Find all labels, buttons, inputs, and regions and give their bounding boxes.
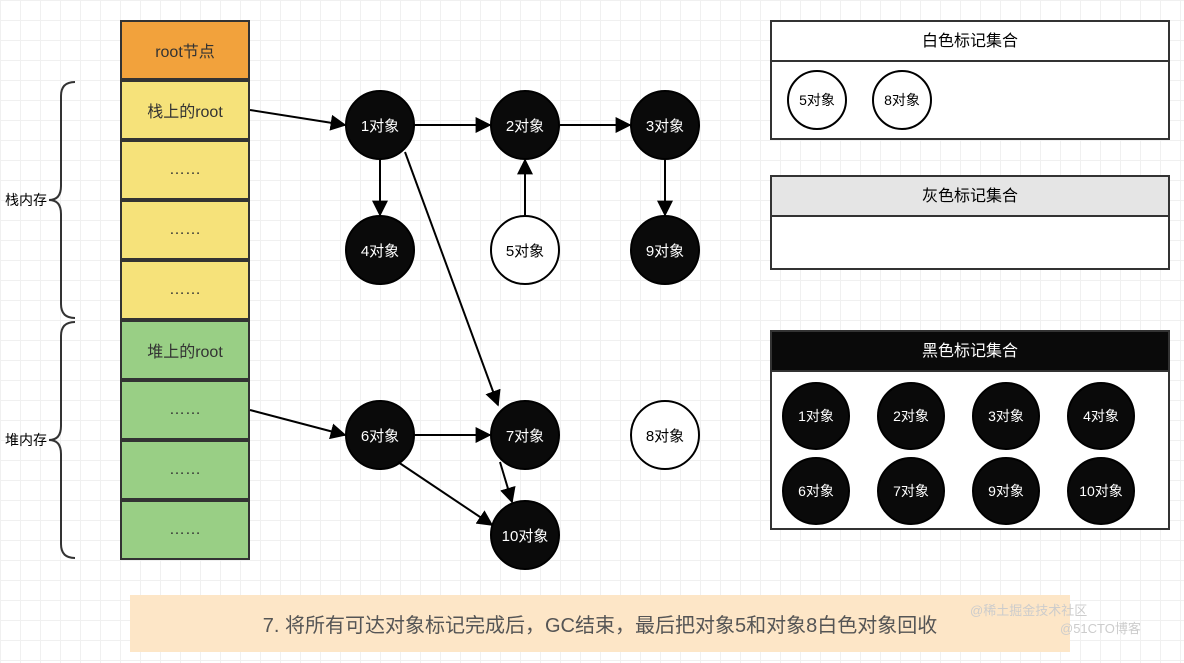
- node-n6: 6对象: [345, 400, 415, 470]
- edge-n1to7: [405, 152, 498, 405]
- brace-栈内存: 栈内存: [5, 80, 77, 320]
- node-n2: 2对象: [490, 90, 560, 160]
- memory-cell-stack4: ……: [120, 260, 250, 320]
- memory-cell-heap1: 堆上的root: [120, 320, 250, 380]
- node-n3: 3对象: [630, 90, 700, 160]
- set-grey: 灰色标记集合: [770, 175, 1170, 270]
- set-body: [772, 217, 1168, 272]
- brace-堆内存: 堆内存: [5, 320, 77, 560]
- memory-cell-stack1: 栈上的root: [120, 80, 250, 140]
- set-header: 黑色标记集合: [772, 332, 1168, 372]
- edge-heap2_right: [250, 410, 345, 435]
- memory-cell-stack2: ……: [120, 140, 250, 200]
- set-black: 黑色标记集合 1对象 2对象 3对象 4对象 6对象 7对象 9对象 10对象: [770, 330, 1170, 530]
- node-n10: 10对象: [490, 500, 560, 570]
- watermark: @51CTO博客: [1060, 618, 1141, 637]
- set-item: 6对象: [782, 457, 850, 525]
- memory-cell-stack3: ……: [120, 200, 250, 260]
- set-white: 白色标记集合 5对象 8对象: [770, 20, 1170, 140]
- set-item: 9对象: [972, 457, 1040, 525]
- node-n9: 9对象: [630, 215, 700, 285]
- set-item: 4对象: [1067, 382, 1135, 450]
- watermark: @稀土掘金技术社区: [970, 600, 1087, 619]
- node-n7: 7对象: [490, 400, 560, 470]
- set-item: 10对象: [1067, 457, 1135, 525]
- set-header: 白色标记集合: [772, 22, 1168, 62]
- set-body: 5对象 8对象: [772, 62, 1168, 142]
- node-n4: 4对象: [345, 215, 415, 285]
- set-body: 1对象 2对象 3对象 4对象 6对象 7对象 9对象 10对象: [772, 372, 1168, 532]
- set-item: 2对象: [877, 382, 945, 450]
- node-n5: 5对象: [490, 215, 560, 285]
- set-header: 灰色标记集合: [772, 177, 1168, 217]
- node-n1: 1对象: [345, 90, 415, 160]
- edge-stack1_right: [250, 110, 345, 125]
- set-item: 7对象: [877, 457, 945, 525]
- node-n8: 8对象: [630, 400, 700, 470]
- caption-bar: 7. 将所有可达对象标记完成后，GC结束，最后把对象5和对象8白色对象回收: [130, 595, 1070, 652]
- memory-cell-heap4: ……: [120, 500, 250, 560]
- set-item: 3对象: [972, 382, 1040, 450]
- set-item: 1对象: [782, 382, 850, 450]
- memory-cell-root: root节点: [120, 20, 250, 80]
- memory-cell-heap3: ……: [120, 440, 250, 500]
- set-item: 5对象: [787, 70, 847, 130]
- brace-label: 堆内存: [5, 430, 47, 450]
- brace-label: 栈内存: [5, 190, 47, 210]
- memory-cell-heap2: ……: [120, 380, 250, 440]
- edge-n7to10: [500, 462, 512, 502]
- edge-n6to10: [398, 462, 492, 525]
- set-item: 8对象: [872, 70, 932, 130]
